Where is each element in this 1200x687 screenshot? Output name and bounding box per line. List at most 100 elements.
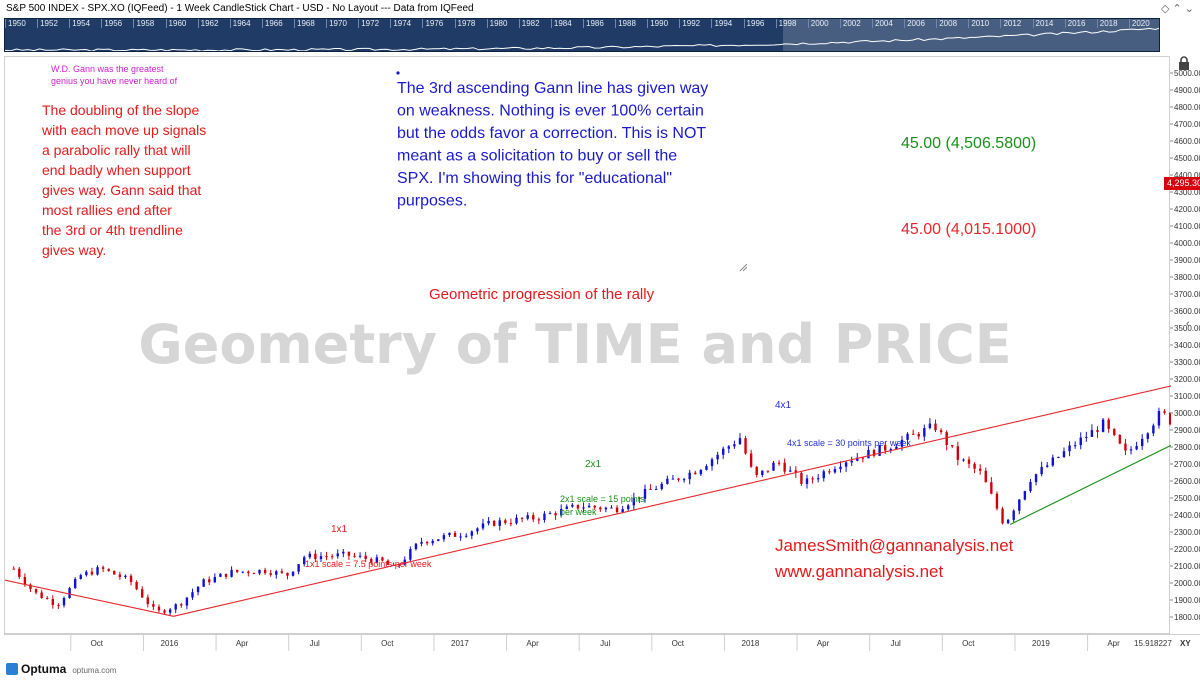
overview-year-label: 1994 (711, 19, 732, 28)
overview-year-label: 2010 (968, 19, 989, 28)
candle-up (816, 478, 820, 480)
candle-up (610, 507, 613, 509)
candle-down (509, 523, 513, 525)
candle-up (481, 523, 485, 529)
overview-selection-window[interactable] (783, 19, 1159, 51)
footer: Optuma optuma.com (0, 652, 1200, 687)
candle-down (532, 515, 535, 520)
y-tick-label: 1800.000 (1174, 613, 1200, 622)
axis-expand-icon[interactable]: ‹ (1186, 318, 1190, 330)
candle-up (414, 543, 418, 550)
slope-note-line: the 3rd or 4th trendline (42, 222, 183, 238)
candle-down (872, 449, 876, 456)
candle-up (1079, 437, 1082, 446)
x-tick-label: Jul (891, 639, 901, 648)
progression-title: Geometric progression of the rally (429, 286, 655, 303)
overview-year-label: 1964 (229, 19, 251, 28)
gann-label-upper: 45.00 (4,506.5800) (901, 135, 1036, 152)
candle-down (755, 466, 758, 476)
candle-down (694, 472, 697, 475)
candle-down (370, 558, 373, 563)
candle-up (587, 505, 591, 508)
candle-up (308, 553, 312, 558)
candle-down (615, 507, 619, 513)
candle-down (269, 573, 272, 575)
candle-up (621, 509, 624, 513)
candle-up (660, 483, 663, 489)
candlestick-chart[interactable]: Geometry of TIME and PRICE 45.00 (4,506.5… (5, 57, 1171, 635)
candle-down (263, 569, 267, 574)
chart-plot-area[interactable]: Geometry of TIME and PRICE 45.00 (4,506.5… (4, 56, 1171, 635)
scale-1x1: 1x1 scale = 7.5 points per week (305, 559, 432, 569)
slope-note-line: gives way. Gann said that (42, 182, 201, 198)
candle-up (241, 571, 244, 573)
y-tick-label: 2800.000 (1174, 443, 1200, 452)
y-tick-label: 2000.000 (1174, 579, 1200, 588)
candle-up (856, 457, 859, 461)
xy-button[interactable]: XY (1180, 639, 1191, 648)
candle-up (1040, 466, 1043, 475)
last-price-tag: 4,295.300 (1164, 177, 1200, 190)
candle-up (358, 555, 362, 557)
y-tick-label: 2300.000 (1174, 528, 1200, 537)
candle-up (923, 428, 926, 437)
candle-up (442, 535, 446, 540)
candle-up (297, 564, 300, 572)
scale-2x1-line: per week (560, 507, 597, 517)
candle-up (900, 439, 904, 447)
price-axis[interactable]: 1800.000 1900.000 2000.000 2100.000 2200.000… (1170, 56, 1200, 634)
candle-down (978, 468, 982, 471)
candle-down (990, 482, 993, 494)
y-tick-label: 4600.000 (1174, 137, 1200, 146)
candle-up (548, 513, 552, 515)
time-overview-bar[interactable]: 1950 1952 1954 1956 1958 1960 1962 1964 1966 1968… (4, 18, 1160, 52)
candle-up (191, 592, 194, 598)
candle-up (867, 449, 870, 459)
time-axis[interactable]: Oct 2016 Apr Jul Oct 2017 Apr Jul Oct 2018 Apr Jul O… (4, 634, 1200, 651)
x-tick-label: 2018 (742, 639, 760, 648)
candle-down (995, 493, 999, 509)
candle-down (129, 575, 133, 583)
candle-down (939, 430, 943, 433)
slope-note-line: a parabolic rally that will (42, 142, 191, 158)
contact-website: www.gannanalysis.net (774, 562, 943, 581)
candle-up (303, 557, 306, 565)
main-note-line: on weakness. Nothing is ever 100% certai… (397, 103, 704, 120)
y-tick-label: 4800.000 (1174, 103, 1200, 112)
candle-up (582, 507, 585, 509)
note-anchor-dot (396, 71, 400, 75)
candle-down (90, 571, 94, 575)
candle-down (956, 446, 960, 460)
candle-down (677, 478, 680, 480)
candle-up (68, 588, 71, 599)
candle-up (850, 460, 853, 463)
candle-down (101, 567, 105, 569)
lock-icon[interactable] (1177, 56, 1191, 70)
candle-up (448, 532, 451, 536)
candle-down (783, 462, 786, 472)
candle-up (1034, 474, 1038, 483)
candle-down (576, 504, 580, 509)
chevron-down-icon[interactable]: ⌄ (1184, 3, 1194, 15)
overview-year-label: 1996 (743, 19, 764, 28)
candle-down (46, 598, 49, 600)
candle-up (1023, 491, 1027, 500)
overview-year-label: 1984 (550, 19, 572, 28)
y-tick-label: 2700.000 (1174, 460, 1200, 469)
overview-year-label: 1972 (358, 19, 379, 28)
overview-year-label: 2020 (1128, 19, 1150, 28)
brand-name: Optuma (21, 662, 67, 676)
candle-up (1135, 446, 1138, 450)
candle-up (1057, 456, 1060, 458)
overview-year-label: 1962 (197, 19, 218, 28)
chevron-up-icon[interactable]: ⌃ (1172, 3, 1182, 15)
candle-up (822, 471, 825, 479)
candle-down (235, 569, 239, 572)
candle-down (884, 445, 887, 451)
candle-down (107, 568, 110, 571)
candle-down (984, 470, 987, 483)
x-tick-label: Apr (236, 639, 249, 648)
candle-down (749, 453, 753, 467)
diamond-icon[interactable]: ◇ (1160, 3, 1170, 15)
candle-up (219, 573, 222, 577)
